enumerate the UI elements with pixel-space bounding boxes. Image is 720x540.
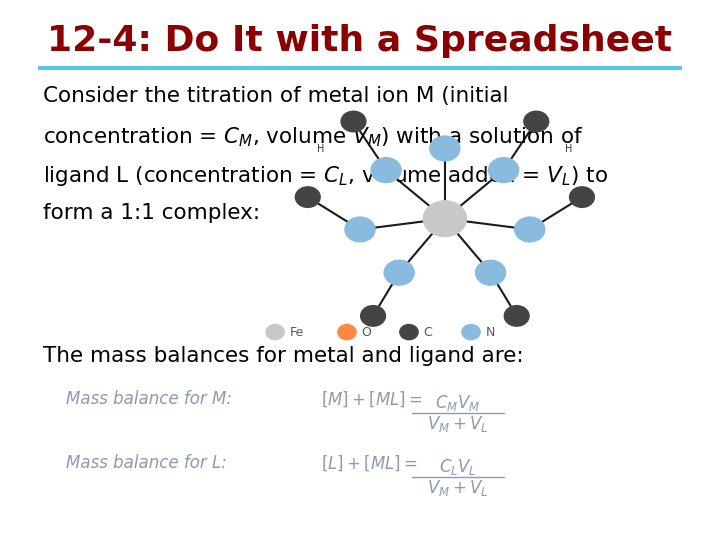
Circle shape <box>384 260 414 285</box>
Text: ligand L (concentration = $C_L$, volume added = $V_L$) to: ligand L (concentration = $C_L$, volume … <box>43 164 608 188</box>
Text: Fe: Fe <box>289 326 304 339</box>
Text: Consider the titration of metal ion M (initial: Consider the titration of metal ion M (i… <box>43 86 509 106</box>
Circle shape <box>504 306 529 326</box>
Text: concentration = $C_M$, volume $V_M$) with a solution of: concentration = $C_M$, volume $V_M$) wit… <box>43 125 584 149</box>
Text: C: C <box>423 326 432 339</box>
Text: Mass balance for M:: Mass balance for M: <box>66 390 233 408</box>
Text: 12-4: Do It with a Spreadsheet: 12-4: Do It with a Spreadsheet <box>48 24 672 58</box>
Text: Mass balance for L:: Mass balance for L: <box>66 454 227 471</box>
Circle shape <box>515 217 545 242</box>
Circle shape <box>341 111 366 132</box>
Text: H: H <box>317 144 325 153</box>
Text: $V_M + V_L$: $V_M + V_L$ <box>427 478 489 498</box>
Circle shape <box>338 325 356 340</box>
Text: The mass balances for metal and ligand are:: The mass balances for metal and ligand a… <box>43 346 524 366</box>
Circle shape <box>489 158 518 183</box>
Circle shape <box>475 260 505 285</box>
Text: N: N <box>485 326 495 339</box>
Text: $[L] + [ML] =$: $[L] + [ML] =$ <box>321 454 418 473</box>
Circle shape <box>361 306 385 326</box>
Circle shape <box>570 187 595 207</box>
Circle shape <box>524 111 549 132</box>
Circle shape <box>430 136 460 161</box>
Circle shape <box>423 201 467 237</box>
Circle shape <box>400 325 418 340</box>
Text: $C_M V_M$: $C_M V_M$ <box>436 393 480 413</box>
Text: H: H <box>565 144 572 153</box>
Circle shape <box>371 158 401 183</box>
Text: O: O <box>361 326 372 339</box>
Text: form a 1:1 complex:: form a 1:1 complex: <box>43 203 261 223</box>
Text: $[M] + [ML] =$: $[M] + [ML] =$ <box>321 390 423 409</box>
Circle shape <box>266 325 284 340</box>
Text: $C_L V_L$: $C_L V_L$ <box>439 457 477 477</box>
Circle shape <box>462 325 480 340</box>
Circle shape <box>345 217 375 242</box>
Circle shape <box>295 187 320 207</box>
Text: $V_M + V_L$: $V_M + V_L$ <box>427 414 489 434</box>
